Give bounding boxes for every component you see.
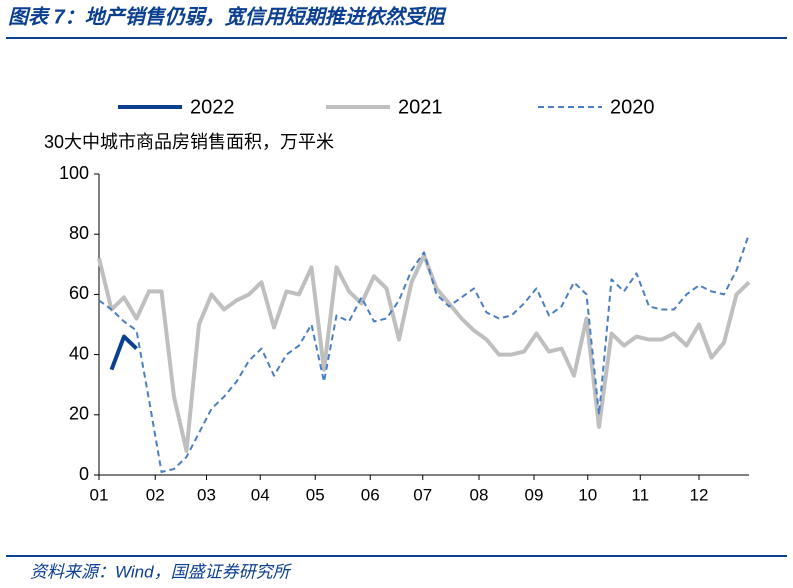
y-tick-label: 100: [59, 163, 89, 183]
x-tick-label: 01: [90, 485, 109, 504]
line-series: [109, 334, 138, 371]
x-tick-label: 07: [413, 485, 432, 504]
y-tick-label: 60: [69, 283, 89, 303]
x-tick-label: 05: [306, 485, 325, 504]
x-tick-label: 09: [525, 485, 544, 504]
y-axis-label: 30大中城市商品房销售面积，万平米: [44, 132, 334, 152]
x-tick-label: 04: [251, 485, 270, 504]
x-tick-label: 02: [146, 485, 165, 504]
source-note: 资料来源：Wind，国盛证券研究所: [30, 562, 293, 581]
y-tick-label: 40: [69, 343, 89, 363]
y-tick-label: 20: [69, 404, 89, 424]
x-tick-label: 06: [361, 485, 380, 504]
x-tick-label: 08: [470, 485, 489, 504]
line-series: [98, 233, 750, 473]
y-tick-label: 80: [69, 223, 89, 243]
legend-label: 2021: [398, 96, 443, 118]
x-tick-label: 10: [578, 485, 597, 504]
y-tick-label: 0: [79, 464, 89, 484]
chart-title: 图表 7：地产销售仍弱，宽信用短期推进依然受阻: [8, 5, 447, 28]
legend-label: 2020: [610, 96, 655, 118]
x-tick-label: 12: [690, 485, 709, 504]
legend-label: 2022: [190, 96, 235, 118]
x-tick-label: 11: [631, 485, 649, 504]
x-tick-label: 03: [197, 485, 216, 504]
line-series: [97, 253, 751, 453]
